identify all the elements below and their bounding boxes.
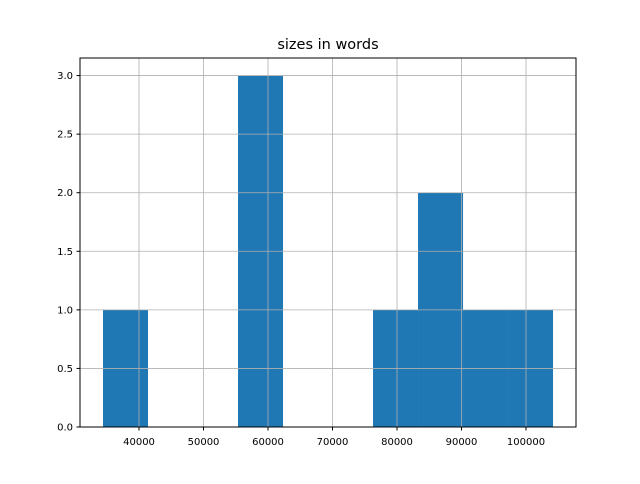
x-tick-label: 90000 — [446, 437, 478, 448]
x-tick-label: 60000 — [252, 437, 284, 448]
y-tick-label: 1.0 — [57, 305, 73, 316]
x-tick-label: 100000 — [507, 437, 545, 448]
plot-frame — [79, 57, 577, 428]
y-tick-label: 2.5 — [57, 130, 73, 141]
x-tick-label: 50000 — [188, 437, 220, 448]
y-tick-label: 0.0 — [57, 423, 73, 434]
chart-title: sizes in words — [277, 37, 378, 53]
x-tick-label: 70000 — [317, 437, 349, 448]
x-tick-label: 40000 — [123, 437, 155, 448]
y-tick-label: 1.5 — [57, 247, 73, 258]
y-tick-label: 2.0 — [57, 188, 73, 199]
x-tick-label: 80000 — [381, 437, 413, 448]
y-tick-label: 0.5 — [57, 364, 73, 375]
y-tick-label: 3.0 — [57, 71, 73, 82]
